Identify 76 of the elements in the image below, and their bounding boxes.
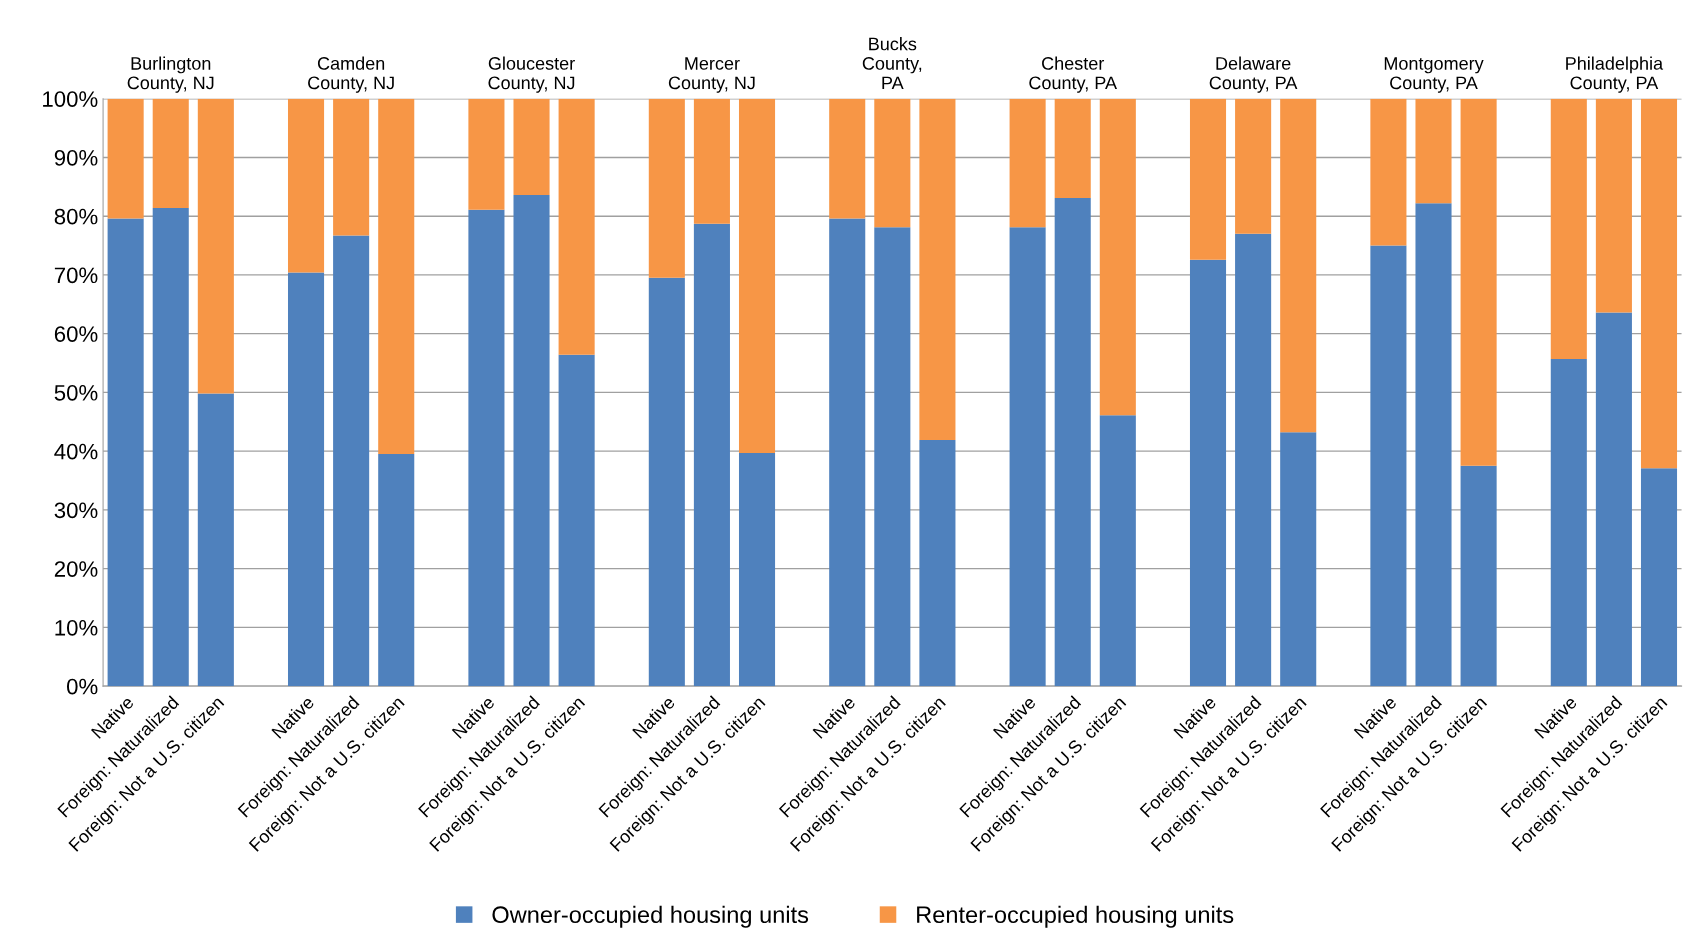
bar bbox=[693, 223, 730, 687]
bar bbox=[1235, 98, 1272, 234]
y-tick-label: 20% bbox=[54, 561, 98, 577]
text: Chester County, PA bbox=[1029, 56, 1118, 93]
y-tick-label: 90% bbox=[54, 149, 98, 166]
text: Montgomery County, PA bbox=[1384, 57, 1484, 93]
bar bbox=[1370, 245, 1407, 687]
bar bbox=[333, 98, 370, 236]
bar bbox=[919, 98, 956, 440]
bar bbox=[1009, 227, 1046, 687]
bar bbox=[1054, 197, 1091, 687]
bar bbox=[1595, 312, 1632, 687]
text: Burlington County, NJ bbox=[127, 56, 214, 93]
bar bbox=[1099, 415, 1136, 687]
bar bbox=[288, 98, 325, 273]
bar bbox=[648, 98, 685, 278]
bar bbox=[1415, 98, 1452, 204]
bar bbox=[1009, 98, 1046, 228]
bar bbox=[1189, 259, 1227, 687]
y-tick-label: 0% bbox=[66, 678, 98, 695]
bar bbox=[558, 354, 595, 687]
bar bbox=[1189, 98, 1227, 260]
bar bbox=[107, 218, 144, 687]
bar bbox=[1054, 98, 1091, 198]
bar bbox=[288, 272, 325, 687]
bar bbox=[1550, 358, 1587, 687]
bar bbox=[378, 98, 415, 455]
y-tick-label: 80% bbox=[54, 208, 98, 225]
bar bbox=[648, 277, 685, 687]
bar bbox=[197, 98, 234, 394]
bar bbox=[1235, 233, 1272, 687]
bar bbox=[1550, 98, 1587, 359]
bar bbox=[1280, 432, 1317, 687]
text: Philadelphia County, PA bbox=[1566, 56, 1664, 93]
bar bbox=[1099, 98, 1136, 416]
bar bbox=[1460, 98, 1497, 466]
bar bbox=[874, 227, 911, 687]
bar bbox=[1640, 468, 1678, 687]
bar bbox=[1280, 98, 1317, 433]
bar bbox=[738, 98, 776, 453]
bar bbox=[558, 98, 595, 355]
y-tick-label: 60% bbox=[54, 326, 98, 342]
bar bbox=[1415, 203, 1452, 687]
bar bbox=[152, 98, 189, 208]
bar bbox=[1460, 465, 1497, 687]
bar bbox=[1370, 98, 1407, 246]
text: Gloucester County, NJ bbox=[488, 56, 575, 93]
y-tick-label: 10% bbox=[55, 619, 98, 636]
text: Camden County, NJ bbox=[308, 56, 394, 93]
legend-label: Owner-occupied housing units bbox=[492, 905, 809, 928]
bar bbox=[468, 98, 505, 210]
text: Delaware County, PA bbox=[1209, 56, 1298, 93]
bar bbox=[738, 452, 776, 687]
bar bbox=[107, 98, 144, 219]
bar bbox=[513, 195, 550, 687]
bar bbox=[513, 98, 550, 196]
y-tick-label: 50% bbox=[54, 384, 98, 401]
legend-label: Renter-occupied housing units bbox=[917, 905, 1234, 928]
bar bbox=[1640, 98, 1678, 469]
y-tick-label: 40% bbox=[54, 443, 98, 460]
bar bbox=[919, 439, 956, 687]
bar bbox=[197, 393, 234, 687]
bar bbox=[829, 218, 866, 687]
y-tick-label: 30% bbox=[54, 502, 98, 519]
bar bbox=[874, 98, 911, 228]
bar bbox=[468, 209, 505, 687]
y-tick-label: 70% bbox=[54, 267, 98, 284]
text: Mercer County, NJ bbox=[668, 57, 755, 93]
bar bbox=[378, 454, 415, 687]
y-tick-label: 100% bbox=[43, 91, 98, 107]
bar bbox=[829, 98, 866, 219]
bar bbox=[1595, 98, 1632, 313]
text: Bucks County, PA bbox=[862, 37, 922, 90]
bar bbox=[333, 235, 370, 687]
bar bbox=[693, 98, 730, 224]
bar bbox=[152, 207, 189, 687]
